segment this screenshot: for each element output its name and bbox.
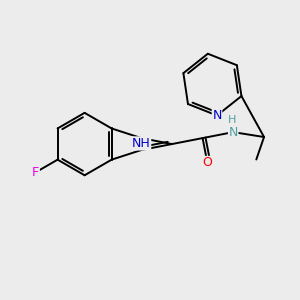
Text: O: O: [202, 156, 212, 170]
Text: F: F: [32, 166, 39, 179]
Text: H: H: [228, 115, 237, 125]
Text: NH: NH: [132, 137, 151, 150]
Text: N: N: [212, 109, 222, 122]
Text: N: N: [229, 126, 238, 139]
